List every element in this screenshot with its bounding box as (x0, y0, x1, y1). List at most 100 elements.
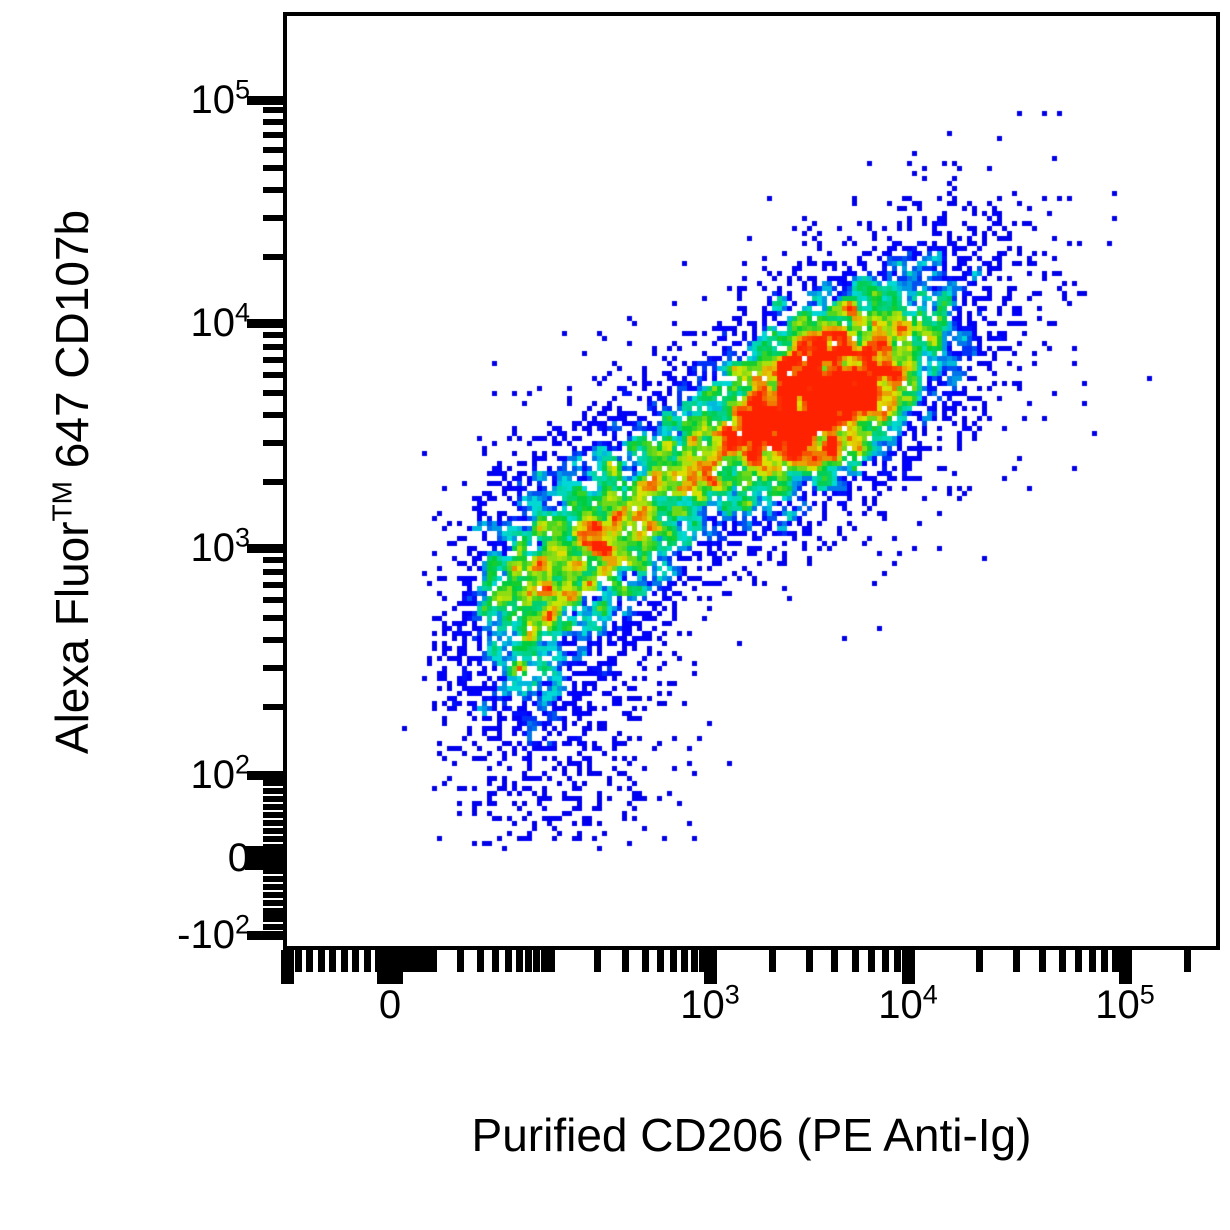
x-axis-tick (430, 950, 438, 972)
y-axis-title-rest: 647 CD107b (46, 209, 98, 481)
y-axis-tick (247, 543, 283, 553)
x-axis-tick (768, 950, 776, 972)
x-axis-tick (901, 950, 915, 984)
x-axis-tick (407, 950, 415, 972)
y-tick-label-neg1e2: -102 (40, 911, 250, 957)
y-axis-tick (247, 95, 283, 105)
x-axis-tick (294, 950, 302, 972)
y-axis-tick (263, 186, 283, 193)
x-axis-tick (525, 950, 533, 972)
x-axis-tick (415, 950, 423, 972)
x-axis-tick (352, 950, 359, 972)
y-tick-base-neg1e2: -10 (177, 913, 235, 957)
y-axis-tick (245, 846, 283, 870)
x-axis-tick (504, 950, 512, 972)
x-tick-exp-1e3: 3 (724, 979, 740, 1010)
x-axis-tick (540, 950, 548, 972)
x-axis-tick (690, 950, 698, 972)
x-axis-tick (423, 950, 431, 972)
y-axis-tick (263, 356, 283, 363)
y-axis-title-main: Alexa Fluor (46, 521, 98, 755)
x-axis-tick (457, 950, 465, 972)
y-axis-title-tm: TM (46, 481, 78, 522)
y-axis-tick (263, 804, 283, 810)
y-tick-base-1e5: 10 (190, 78, 235, 122)
x-axis-tick (670, 950, 678, 972)
x-tick-label-1e3: 103 (650, 981, 770, 1027)
y-axis-tick (263, 914, 283, 920)
y-tick-exp-1e5: 5 (234, 74, 250, 105)
x-tick-exp-1e4: 4 (922, 979, 938, 1010)
x-axis-tick (377, 950, 403, 984)
x-axis-tick (375, 950, 382, 972)
x-axis-tick (533, 950, 541, 972)
y-tick-base-zero: 0 (227, 836, 250, 880)
y-axis-tick (247, 770, 283, 780)
x-axis-tick (1038, 950, 1046, 972)
y-axis-tick (263, 820, 283, 826)
y-tick-label-1e5: 105 (60, 76, 250, 122)
y-axis-tick (263, 780, 283, 786)
x-axis-tick (703, 950, 717, 984)
x-axis-tick (476, 950, 484, 972)
x-axis-tick (317, 950, 325, 972)
y-axis-tick (263, 146, 283, 153)
y-axis-tick (263, 614, 283, 621)
x-axis-tick (492, 950, 500, 972)
y-tick-label-1e3: 103 (60, 524, 250, 568)
x-axis-tick (976, 950, 984, 972)
x-axis-tick (1112, 950, 1119, 972)
x-axis-tick (904, 950, 912, 972)
y-axis-tick (263, 788, 283, 794)
x-axis-tick (1013, 950, 1020, 972)
x-tick-base-1e3: 10 (680, 983, 725, 1027)
y-axis-tick (263, 884, 283, 890)
y-tick-exp-1e2: 2 (234, 749, 250, 780)
x-axis-tick (1183, 950, 1191, 972)
y-axis-tick (247, 930, 283, 940)
x-axis-tick (547, 950, 555, 972)
y-axis-tick (263, 389, 283, 396)
x-axis-tick (805, 950, 813, 972)
x-axis-tick (283, 950, 290, 972)
y-axis-tick (263, 916, 283, 922)
y-tick-exp-1e4: 4 (234, 297, 250, 328)
y-tick-label-zero: 0 (60, 838, 250, 878)
y-axis-tick (263, 812, 283, 818)
x-axis-tick (340, 950, 348, 972)
y-tick-base-1e2: 10 (190, 753, 235, 797)
x-axis-tick (698, 950, 706, 972)
y-axis-tick (263, 596, 283, 603)
x-axis-title: Purified CD206 (PE Anti-Ig) (471, 1109, 1032, 1161)
x-axis-tick (1059, 950, 1067, 972)
y-axis-tick (263, 844, 283, 850)
y-axis-tick (263, 892, 283, 898)
y-axis-tick (263, 812, 283, 818)
x-axis-tick (426, 950, 434, 972)
y-axis-tick (263, 860, 283, 866)
y-axis-tick (263, 479, 283, 486)
y-axis-tick (263, 868, 283, 874)
y-axis-tick (263, 164, 283, 171)
y-axis-tick (263, 836, 283, 842)
x-axis-tick (397, 950, 405, 972)
x-axis-tick (881, 950, 889, 972)
y-tick-base-1e4: 10 (190, 301, 235, 345)
x-axis-tick (515, 950, 523, 972)
x-axis-tick (657, 950, 665, 972)
y-axis-tick (263, 411, 283, 418)
x-axis-tick (306, 950, 313, 972)
y-axis-tick (263, 118, 283, 125)
y-axis-tick (263, 568, 283, 575)
y-tick-label-1e2: 102 (60, 751, 250, 797)
y-axis-tick (263, 908, 283, 914)
x-axis-tick (681, 950, 689, 972)
x-tick-label-zero: 0 (330, 985, 450, 1025)
y-axis-tick (263, 704, 283, 711)
x-axis-tick (851, 950, 859, 972)
scatter-plot-canvas (287, 16, 1216, 946)
y-axis-tick (263, 804, 283, 810)
y-axis-tick (263, 828, 283, 834)
x-axis-tick (419, 950, 427, 972)
x-axis-tick (1075, 950, 1083, 972)
